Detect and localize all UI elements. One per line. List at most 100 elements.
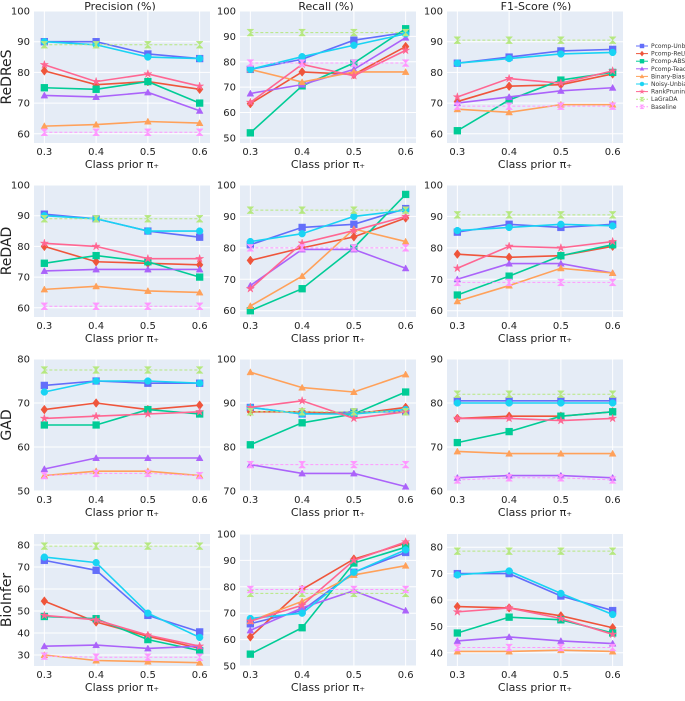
- data-point-baseline: [298, 460, 307, 469]
- data-point-baseline: [453, 278, 462, 287]
- series-line-binary-biased: [44, 120, 200, 127]
- series-pcomp-abs: [453, 241, 617, 299]
- x-tick-label: 0.3: [36, 495, 52, 506]
- x-axis-label: Class prior π₊: [85, 158, 159, 171]
- data-point-baseline: [556, 474, 565, 482]
- y-tick-label: 70: [430, 275, 443, 286]
- data-point-lagrada: [40, 41, 49, 49]
- data-point-pcomp-teacher: [557, 86, 565, 94]
- data-point-baseline: [143, 653, 152, 661]
- series-line-binary-biased: [457, 450, 613, 455]
- data-point-baseline: [505, 643, 514, 652]
- y-tick-label: 90: [223, 32, 236, 43]
- series-line-rankpruning: [44, 242, 200, 260]
- y-tick-label: 70: [223, 83, 236, 94]
- data-point-baseline: [246, 244, 255, 252]
- series-rankpruning: [39, 610, 205, 651]
- data-point-binary-biased: [144, 657, 152, 665]
- x-tick-label: 0.5: [553, 147, 569, 158]
- x-axis-label: Class prior π₊: [85, 506, 159, 519]
- series-pcomp-teacher: [453, 83, 617, 107]
- legend-marker: [639, 66, 645, 71]
- data-point-baseline: [92, 128, 101, 136]
- data-point-noisy-unbiased: [195, 379, 204, 387]
- data-point-baseline: [453, 102, 462, 110]
- data-point-binary-biased: [195, 288, 204, 296]
- data-point-pcomp-abs: [298, 419, 306, 427]
- row-label-bioinfer: BioInfer: [0, 573, 15, 628]
- y-tick-label: 40: [430, 648, 443, 659]
- data-point-noisy-unbiased: [453, 226, 462, 235]
- data-point-lagrada: [401, 28, 410, 37]
- data-point-lagrada: [195, 542, 204, 550]
- data-point-noisy-unbiased: [608, 399, 617, 407]
- series-line-noisy-unbiased: [44, 556, 200, 639]
- data-point-baseline: [401, 59, 410, 67]
- data-point-pcomp-abs: [40, 421, 49, 429]
- data-point-lagrada: [246, 206, 255, 214]
- data-point-binary-biased: [505, 449, 513, 457]
- x-tick-label: 0.6: [605, 670, 621, 681]
- data-point-pcomp-abs: [505, 272, 513, 280]
- data-point-baseline: [556, 643, 565, 652]
- x-tick-label: 0.6: [192, 670, 208, 681]
- data-point-noisy-unbiased: [453, 399, 462, 407]
- series-line-binary-biased: [250, 68, 406, 83]
- panel-gad-f1-score: 60 70 80 90 0.3 0.4 0.5 0.6 Class prior π₊: [430, 355, 623, 519]
- data-point-lagrada: [556, 211, 565, 219]
- column-title-precision: Precision (%): [84, 0, 156, 13]
- data-point-lagrada: [608, 390, 617, 398]
- series-line-pcomp-relu: [44, 70, 200, 91]
- y-tick-label: 90: [223, 212, 236, 223]
- data-point-rankpruning: [504, 73, 514, 83]
- x-tick-label: 0.5: [346, 495, 362, 506]
- series-line-binary-biased: [250, 564, 406, 622]
- data-point-noisy-unbiased: [608, 610, 617, 619]
- data-point-rankpruning: [143, 68, 153, 79]
- data-point-pcomp-teacher: [144, 265, 152, 273]
- legend: Pcomp-UnbiasedPcomp-ReLUPcomp-ABSPcomp-T…: [636, 43, 685, 111]
- x-tick-label: 0.3: [449, 495, 465, 506]
- data-point-noisy-unbiased: [505, 54, 513, 63]
- y-tick-label: 80: [17, 541, 30, 552]
- panel-gad-precision: 50 60 70 80 0.3 0.4 0.5 0.6 Class prior π₊: [17, 355, 210, 519]
- series-line-pcomp-abs: [250, 193, 407, 312]
- data-point-baseline: [608, 102, 617, 110]
- series-line-pcomp-teacher: [250, 589, 406, 632]
- x-tick-label: 0.6: [192, 495, 208, 506]
- data-point-rankpruning: [245, 283, 256, 293]
- series-line-pcomp-teacher: [44, 644, 200, 650]
- data-point-baseline: [143, 302, 152, 310]
- x-tick-label: 0.3: [242, 321, 258, 332]
- data-point-binary-biased: [92, 120, 100, 128]
- series-line-rankpruning: [249, 49, 406, 104]
- data-point-lagrada: [505, 390, 514, 398]
- series-line-baseline: [44, 655, 200, 658]
- data-point-baseline: [608, 643, 617, 652]
- row-label-redres: ReDReS: [0, 49, 15, 104]
- x-tick-label: 0.4: [88, 495, 104, 506]
- data-point-pcomp-abs: [453, 438, 462, 447]
- x-tick-label: 0.3: [36, 670, 52, 681]
- series-noisy-unbiased: [453, 48, 617, 67]
- data-point-baseline: [608, 476, 617, 484]
- data-point-noisy-unbiased: [608, 48, 617, 57]
- y-tick-label: 90: [17, 211, 30, 222]
- legend-marker: [639, 104, 645, 109]
- y-tick-label: 100: [217, 181, 236, 192]
- data-point-binary-biased: [453, 297, 462, 305]
- data-point-rankpruning: [607, 629, 618, 639]
- data-point-binary-biased: [401, 68, 410, 75]
- y-tick-label: 70: [430, 99, 443, 110]
- data-point-noisy-unbiased: [195, 227, 204, 235]
- legend-item-baseline: Baseline: [636, 104, 677, 111]
- y-tick-label: 80: [17, 355, 30, 366]
- y-tick-label: 70: [17, 273, 30, 284]
- legend-item-lagrada: LaGraDA: [636, 96, 678, 103]
- legend-label: Pcomp-Unbiased: [651, 43, 685, 50]
- series-line-rankpruning: [250, 399, 406, 420]
- series-line-noisy-unbiased: [457, 570, 613, 616]
- data-point-baseline: [40, 302, 49, 310]
- data-point-baseline: [92, 469, 101, 478]
- data-point-noisy-unbiased: [505, 567, 513, 575]
